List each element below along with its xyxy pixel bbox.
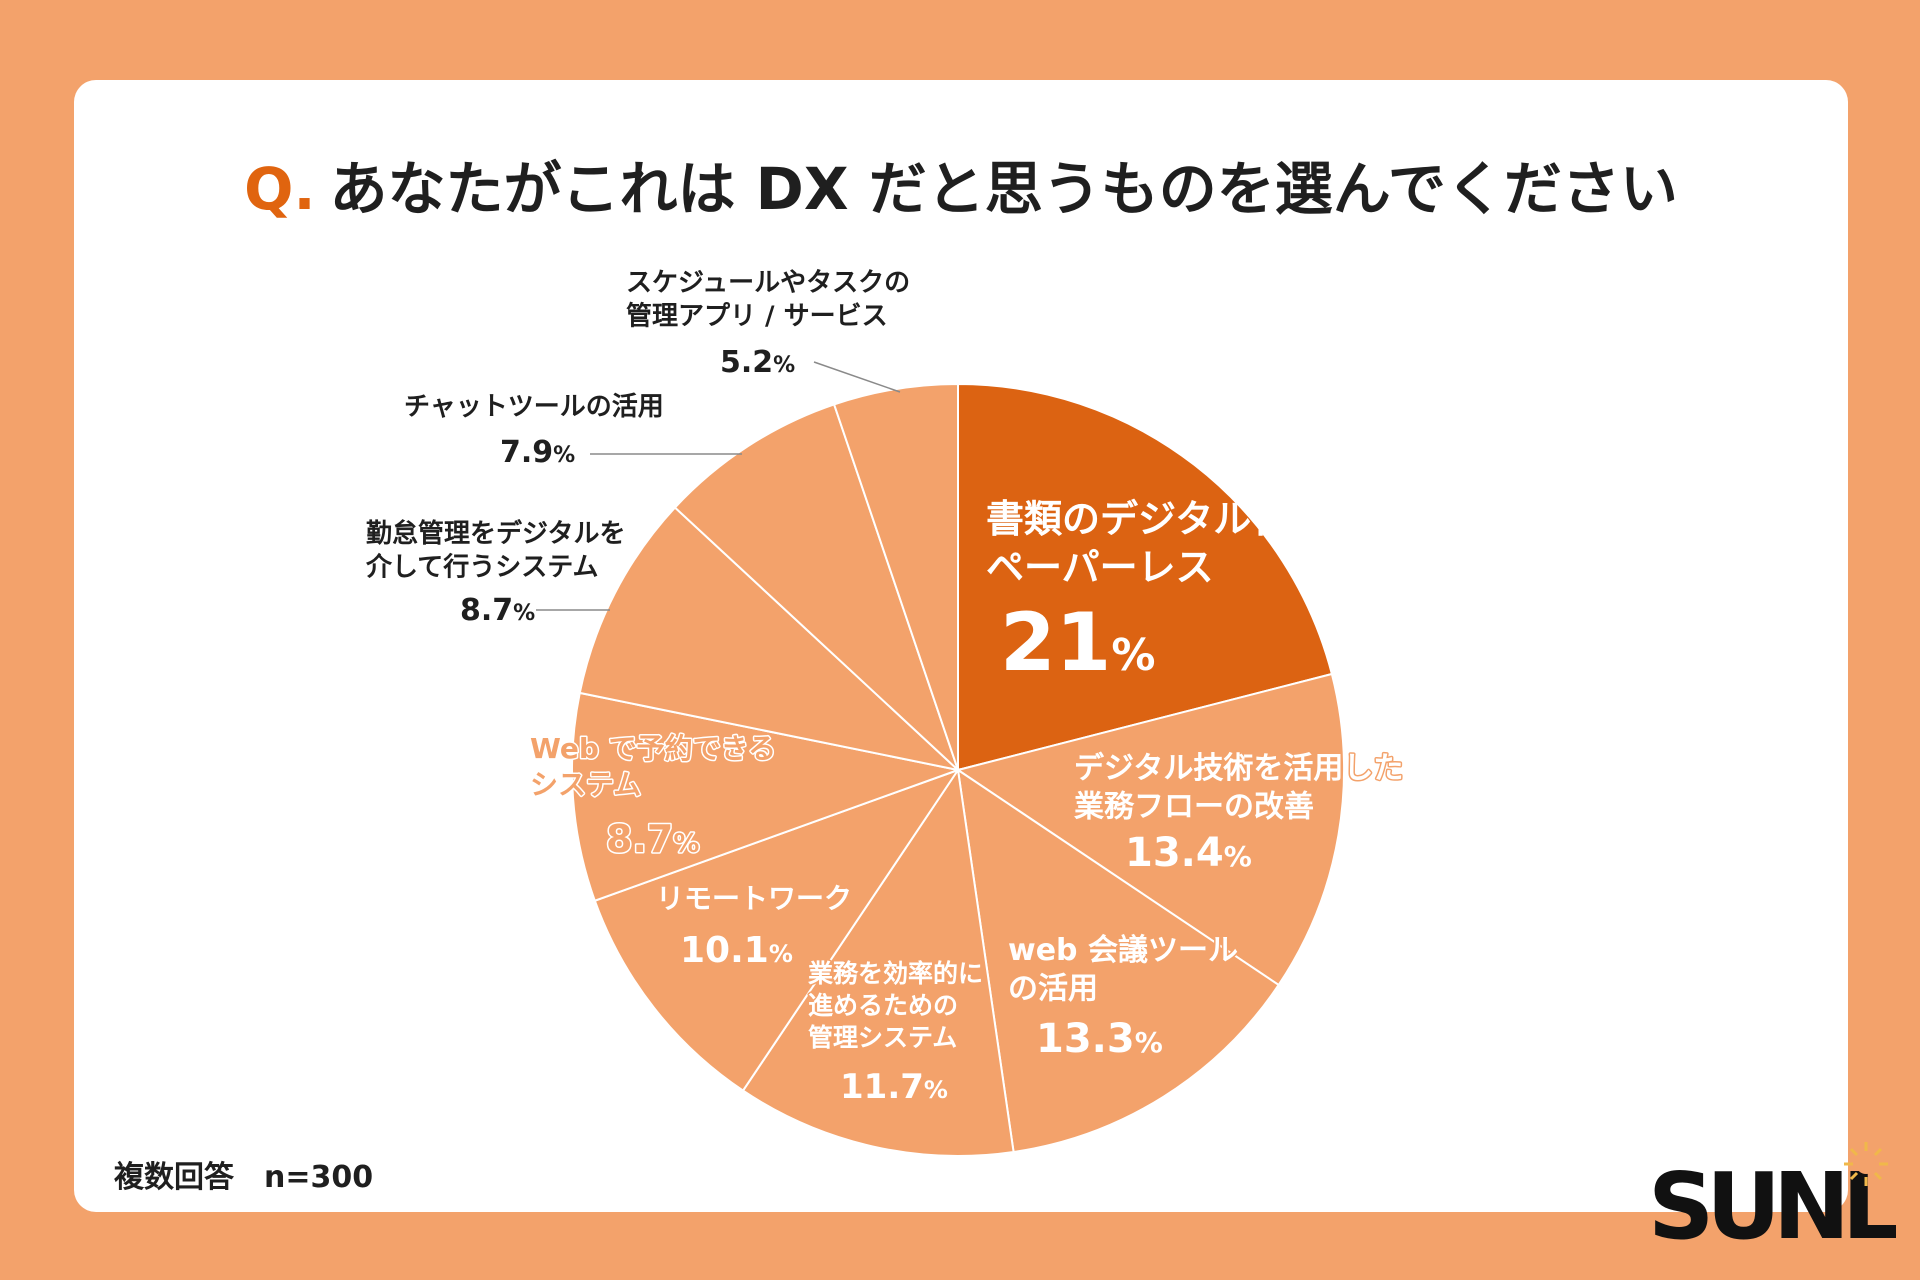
value-slice-6: 8.7%	[606, 817, 699, 861]
leader-lines	[536, 361, 901, 611]
value-unit-slice-3: %	[1135, 1026, 1163, 1059]
label-slice-7-line-2: 介して行うシステム	[365, 551, 598, 582]
label-slice-4-line-3: 管理システム	[808, 1023, 957, 1052]
value-number-slice-9: 5.2	[720, 345, 773, 380]
label-slice-2-line-1: デジタル技術を活用した	[1074, 751, 1403, 786]
value-unit-slice-7: %	[513, 601, 535, 626]
brand-logo: SUNL	[1648, 1142, 1896, 1252]
value-slice-1: 21%	[1000, 596, 1155, 689]
chart-title: Q. あなたがこれは DX だと思うものを選んでください	[74, 142, 1848, 226]
label-slice-9-line-1: スケジュールやタスクの	[626, 268, 910, 298]
label-slice-8-line-1: チャットツールの活用	[404, 392, 664, 422]
value-number-slice-1: 21	[1000, 596, 1111, 689]
value-unit-slice-8: %	[553, 443, 575, 468]
label-slice-3-line-2: の活用	[1008, 971, 1098, 1006]
label-slice-6-line-1: Web で予約できる	[530, 732, 776, 765]
value-slice-4: 11.7%	[840, 1067, 948, 1107]
label-slice-6-line-2: システム	[530, 768, 641, 801]
label-group-slice-8: チャットツールの活用 7.9%	[404, 392, 664, 470]
value-unit-slice-2: %	[1224, 840, 1252, 873]
label-slice-9-line-2: 管理アプリ / サービス	[626, 301, 888, 331]
pie-slice-8	[673, 403, 959, 771]
value-unit-slice-1: %	[1111, 630, 1155, 681]
sample-size-note: 複数回答 n=300	[114, 1160, 373, 1195]
pie-slice-9	[832, 382, 959, 771]
value-number-slice-3: 13.3	[1036, 1016, 1135, 1062]
value-unit-slice-4: %	[924, 1076, 948, 1104]
pie-slice-3	[956, 767, 1280, 1154]
value-slice-8: 7.9%	[500, 435, 575, 470]
value-slice-5: 10.1%	[680, 930, 793, 971]
brand-wordmark: SUNL	[1648, 1153, 1896, 1252]
pie-slices	[571, 382, 1345, 1157]
pie-slice-7	[578, 506, 962, 772]
label-slice-1-line-1: 書類のデジタル化による	[986, 497, 1402, 541]
question-text: あなたがこれは DX だと思うものを選んでください	[329, 155, 1678, 223]
question-prefix: Q.	[244, 155, 316, 223]
value-number-slice-8: 7.9	[500, 435, 553, 470]
value-number-slice-5: 10.1	[680, 930, 769, 971]
value-slice-3: 13.3%	[1036, 1016, 1163, 1062]
value-number-slice-4: 11.7	[840, 1067, 924, 1107]
label-slice-2-line-2: 業務フローの改善	[1074, 789, 1314, 824]
label-slice-7-line-1: 勤怠管理をデジタルを	[366, 518, 625, 549]
value-number-slice-7: 8.7	[460, 593, 513, 628]
pie-slice-4	[741, 767, 1015, 1157]
sun-icon	[1844, 1142, 1888, 1186]
value-unit-slice-6: %	[673, 829, 699, 859]
value-slice-9: 5.2%	[720, 345, 795, 380]
label-slice-1-line-2: ペーパーレス	[986, 546, 1214, 590]
value-number-slice-2: 13.4	[1125, 830, 1224, 876]
label-group-slice-5: リモートワーク 10.1%	[655, 881, 854, 973]
value-slice-7: 8.7%	[460, 593, 535, 628]
value-unit-slice-5: %	[769, 940, 793, 968]
pie-slice-6	[571, 691, 962, 903]
value-slice-2: 13.4%	[1125, 830, 1252, 876]
pie-slice-5	[593, 768, 961, 1092]
value-unit-slice-9: %	[773, 353, 795, 378]
label-slice-5-line-1: リモートワーク	[656, 882, 852, 915]
leader-line-slice-9	[813, 361, 901, 393]
pie-slice-1	[957, 382, 1334, 772]
label-slice-4-line-2: 進めるための	[808, 991, 958, 1020]
pie-slice-2	[955, 672, 1345, 987]
label-slice-3-line-1: web 会議ツール	[1008, 933, 1238, 968]
value-number-slice-6: 8.7	[606, 817, 673, 861]
label-slice-4-line-1: 業務を効率的に	[808, 959, 983, 988]
